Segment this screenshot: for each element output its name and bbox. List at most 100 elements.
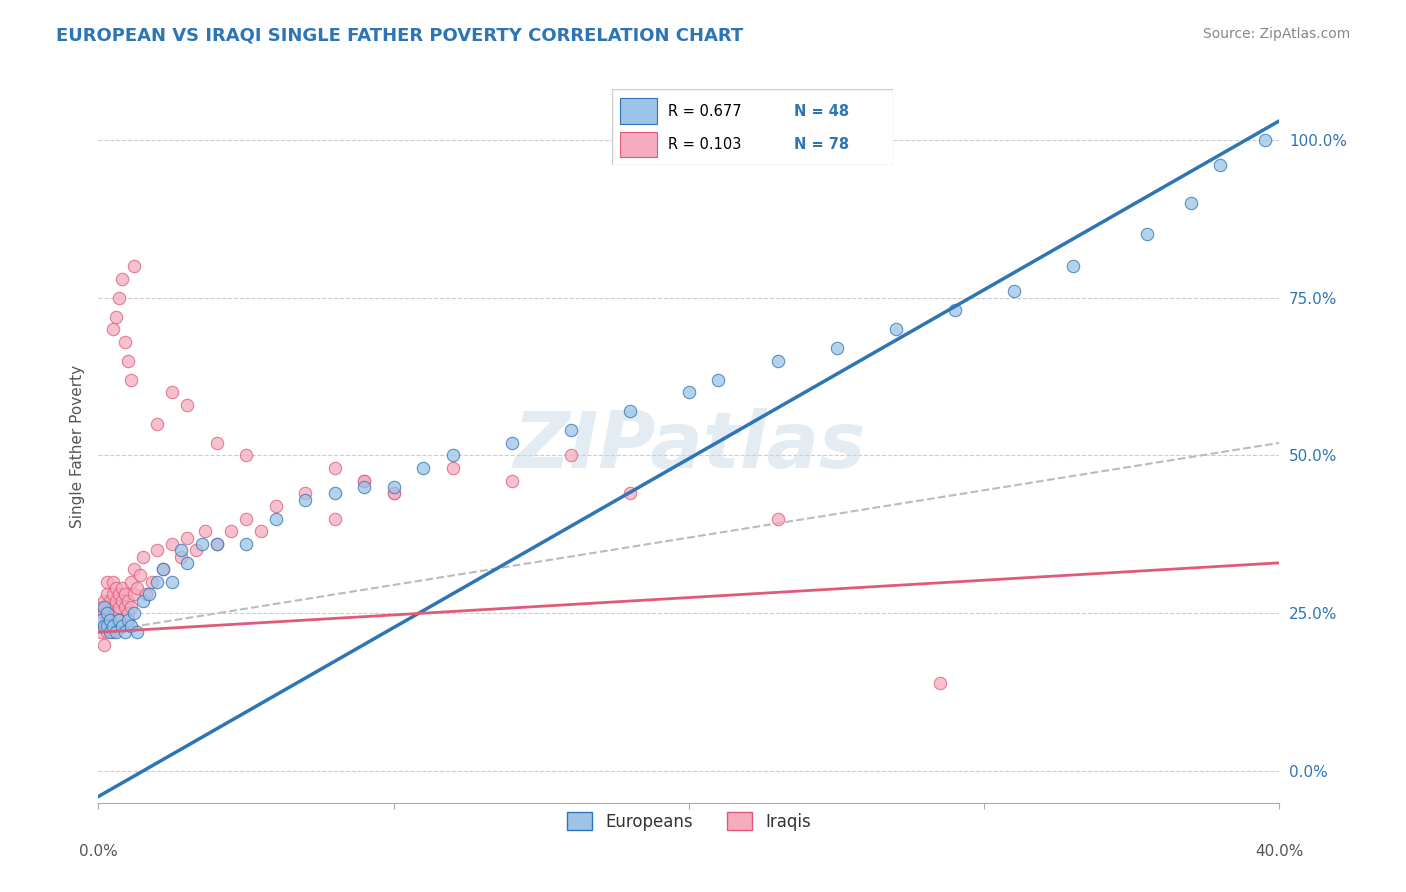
Point bbox=[141, 574, 163, 589]
Point bbox=[1002, 285, 1025, 299]
Point bbox=[125, 581, 148, 595]
Point bbox=[235, 511, 257, 525]
Point bbox=[1062, 259, 1084, 273]
Point bbox=[93, 607, 115, 621]
Point bbox=[90, 625, 112, 640]
Point bbox=[96, 619, 118, 633]
Point bbox=[132, 549, 155, 564]
Point bbox=[122, 587, 145, 601]
Point bbox=[96, 607, 118, 621]
Text: Source: ZipAtlas.com: Source: ZipAtlas.com bbox=[1202, 27, 1350, 41]
Point bbox=[93, 619, 115, 633]
Point bbox=[501, 435, 523, 450]
Point bbox=[205, 537, 228, 551]
Point bbox=[117, 613, 139, 627]
Point bbox=[103, 322, 125, 336]
Point bbox=[162, 385, 183, 400]
Point bbox=[294, 486, 316, 500]
Point bbox=[264, 511, 287, 525]
Point bbox=[93, 638, 115, 652]
Point bbox=[108, 613, 131, 627]
Point bbox=[382, 486, 405, 500]
Text: R = 0.677: R = 0.677 bbox=[668, 103, 741, 119]
Point bbox=[382, 480, 405, 494]
Point bbox=[114, 587, 136, 601]
Point bbox=[125, 625, 148, 640]
Point bbox=[108, 291, 131, 305]
Point bbox=[117, 593, 139, 607]
FancyBboxPatch shape bbox=[620, 98, 657, 124]
Point bbox=[103, 619, 125, 633]
Point bbox=[117, 607, 139, 621]
FancyBboxPatch shape bbox=[612, 89, 893, 165]
Text: EUROPEAN VS IRAQI SINGLE FATHER POVERTY CORRELATION CHART: EUROPEAN VS IRAQI SINGLE FATHER POVERTY … bbox=[56, 27, 744, 45]
Point bbox=[120, 600, 142, 615]
Point bbox=[323, 486, 346, 500]
Point bbox=[103, 587, 125, 601]
Point bbox=[103, 574, 125, 589]
Y-axis label: Single Father Poverty: Single Father Poverty bbox=[69, 365, 84, 527]
Point bbox=[235, 537, 257, 551]
Point bbox=[884, 322, 907, 336]
Point bbox=[90, 613, 112, 627]
Point bbox=[766, 353, 789, 368]
Point bbox=[250, 524, 273, 539]
Point bbox=[114, 600, 136, 615]
Point bbox=[221, 524, 243, 539]
Point bbox=[353, 480, 375, 494]
Point bbox=[96, 600, 118, 615]
Point bbox=[353, 474, 375, 488]
Point bbox=[825, 341, 848, 355]
Point bbox=[98, 619, 121, 633]
Point bbox=[264, 499, 287, 513]
Point bbox=[1254, 133, 1277, 147]
Point bbox=[170, 543, 193, 558]
Point bbox=[108, 600, 131, 615]
Point bbox=[108, 613, 131, 627]
Point bbox=[194, 524, 217, 539]
Point bbox=[120, 373, 142, 387]
Text: 40.0%: 40.0% bbox=[1256, 844, 1303, 859]
Point bbox=[152, 562, 174, 576]
Point bbox=[929, 675, 952, 690]
Point bbox=[98, 593, 121, 607]
Point bbox=[93, 593, 115, 607]
Point bbox=[162, 574, 183, 589]
Point bbox=[105, 593, 128, 607]
Text: R = 0.103: R = 0.103 bbox=[668, 137, 741, 152]
Point bbox=[1136, 227, 1159, 242]
Point bbox=[353, 474, 375, 488]
Point bbox=[1209, 158, 1232, 172]
Point bbox=[122, 562, 145, 576]
Point bbox=[441, 449, 464, 463]
Point bbox=[678, 385, 700, 400]
Point bbox=[707, 373, 730, 387]
Point bbox=[323, 461, 346, 475]
Point bbox=[138, 587, 160, 601]
Point bbox=[122, 259, 145, 273]
Point bbox=[103, 600, 125, 615]
Point bbox=[98, 625, 121, 640]
Point bbox=[135, 587, 157, 601]
Point bbox=[108, 587, 131, 601]
Point bbox=[90, 613, 112, 627]
Point bbox=[146, 543, 169, 558]
Point bbox=[176, 398, 198, 412]
Point bbox=[128, 568, 150, 582]
Text: ZIPatlas: ZIPatlas bbox=[513, 408, 865, 484]
Point bbox=[323, 511, 346, 525]
Point bbox=[412, 461, 434, 475]
Point bbox=[441, 461, 464, 475]
Point bbox=[235, 449, 257, 463]
Point bbox=[114, 334, 136, 349]
Point bbox=[943, 303, 966, 318]
Point bbox=[120, 574, 142, 589]
Point bbox=[619, 404, 641, 418]
Point bbox=[96, 574, 118, 589]
Point bbox=[619, 486, 641, 500]
Point bbox=[114, 625, 136, 640]
Legend: Europeans, Iraqis: Europeans, Iraqis bbox=[561, 805, 817, 838]
Text: 0.0%: 0.0% bbox=[79, 844, 118, 859]
Point bbox=[766, 511, 789, 525]
Point bbox=[96, 613, 118, 627]
